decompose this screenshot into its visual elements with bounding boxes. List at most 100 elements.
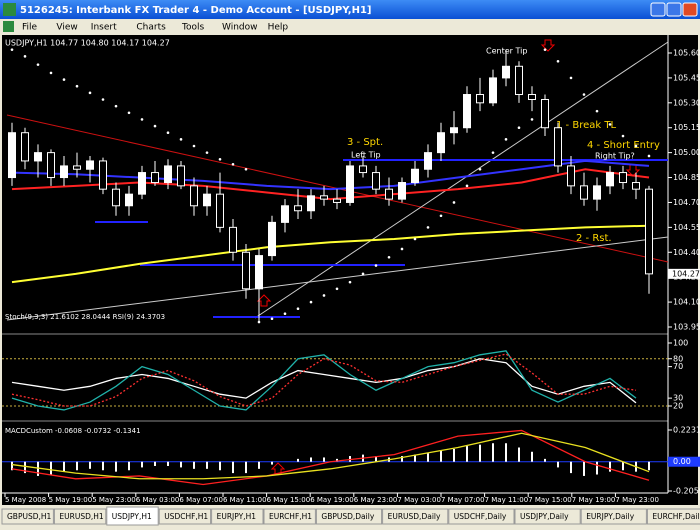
candle-body	[190, 185, 198, 207]
time-label: 5 May 23:00	[92, 496, 136, 504]
close-button[interactable]	[682, 2, 698, 17]
sar-dot	[478, 167, 482, 171]
up-arrow	[256, 294, 272, 307]
macd-label: MACDCustom -0.0608 -0.0732 -0.1341	[5, 427, 141, 435]
tab[interactable]	[53, 508, 107, 525]
minimize-button[interactable]	[650, 2, 666, 17]
main-pane	[6, 41, 669, 321]
maximize-button[interactable]	[666, 2, 682, 17]
candle-body	[424, 152, 432, 170]
sar-dot	[75, 84, 79, 88]
menu-bar	[0, 19, 700, 34]
candle-body	[216, 193, 224, 228]
candle-body	[645, 188, 653, 275]
sar-dot	[192, 144, 196, 148]
time-label: 7 May 15:00	[528, 496, 572, 504]
tab[interactable]	[158, 508, 212, 525]
tab-label: USDJPY,H1	[112, 512, 152, 521]
time-label: 7 May 07:00	[441, 496, 485, 504]
macd-bar	[375, 456, 377, 462]
macd-bar	[63, 461, 65, 472]
stoch-tick-label: 30	[673, 394, 683, 403]
time-label: 7 May 19:00	[572, 496, 616, 504]
macd-bar	[505, 443, 507, 462]
tab[interactable]	[1, 508, 54, 525]
menu-item[interactable]: Window	[222, 23, 258, 33]
tab[interactable]	[382, 508, 449, 525]
candle-body	[411, 168, 419, 184]
macd-bar	[206, 461, 208, 469]
macd-bar	[557, 461, 559, 468]
title-bar	[0, 0, 700, 19]
sar-dot	[23, 55, 27, 58]
tab[interactable]	[646, 508, 700, 525]
sar-dot	[309, 300, 313, 304]
sar-dot	[36, 63, 40, 66]
sar-dot	[543, 48, 547, 51]
moving-average	[11, 224, 650, 284]
macd-bar	[583, 461, 585, 476]
candle-body	[73, 165, 81, 170]
macd-bar	[297, 458, 299, 462]
moving-average	[11, 168, 650, 201]
price-tick-label: 105.60	[673, 49, 700, 58]
price-tick-label: 104.10	[673, 298, 700, 307]
time-label: 5 May 19:00	[49, 496, 93, 504]
tab[interactable]	[106, 506, 159, 526]
sar-dot	[361, 272, 365, 276]
macd-bar	[401, 456, 403, 462]
sar-dot	[595, 109, 599, 113]
menu-item[interactable]: Help	[268, 23, 289, 33]
sar-dot	[374, 264, 378, 267]
menu-item[interactable]: Tools	[181, 23, 204, 33]
macd-bar	[128, 461, 130, 471]
price-tick-label: 105.00	[673, 148, 700, 157]
candle-body	[177, 165, 185, 187]
menu-item[interactable]: File	[22, 23, 38, 33]
candle-body	[60, 165, 68, 179]
menu-item[interactable]: Insert	[91, 23, 117, 33]
sar-dot	[101, 98, 105, 101]
tab[interactable]	[580, 508, 647, 525]
candle-body	[385, 188, 393, 200]
stoch-tick-label: 100	[673, 339, 688, 348]
tab[interactable]	[448, 508, 515, 525]
candle-body	[242, 251, 250, 290]
menu-item[interactable]: Charts	[136, 23, 166, 33]
tab[interactable]	[514, 508, 581, 525]
price-tick-label: 105.45	[673, 73, 700, 82]
rsi-line	[11, 358, 637, 404]
sar-dot	[153, 124, 157, 128]
tab[interactable]	[211, 508, 264, 525]
candle-body	[398, 182, 406, 200]
macd-bar	[154, 461, 156, 466]
sar-dot	[608, 123, 612, 126]
candle-body	[164, 165, 172, 184]
macd-bar	[115, 461, 117, 472]
macd-bar	[323, 457, 325, 462]
app-icon	[3, 3, 16, 16]
candle-body	[8, 132, 16, 179]
annotation: 4 - Short Entry	[587, 140, 660, 151]
macd-bar	[648, 461, 650, 471]
stoch-main-line	[11, 350, 637, 411]
sar-dot	[530, 118, 534, 121]
sar-dot	[491, 151, 495, 154]
candle-body	[229, 226, 237, 253]
tab[interactable]	[263, 508, 316, 525]
sar-dot	[413, 237, 417, 241]
macd-bar	[596, 461, 598, 475]
macd-bar	[76, 461, 78, 471]
annotation: Center Tip	[486, 47, 527, 56]
menu-item[interactable]: View	[56, 23, 77, 33]
candle-body	[632, 182, 640, 190]
sar-dot	[244, 167, 248, 171]
tab-label: EURCHF,H1	[269, 512, 312, 521]
tab-label: EURJPY,Daily	[586, 512, 635, 521]
sar-dot	[218, 157, 222, 161]
tab[interactable]	[315, 508, 383, 525]
candle-body	[47, 152, 55, 179]
price-tick-label: 105.15	[673, 123, 700, 132]
sar-dot	[452, 201, 456, 204]
macd-bar	[89, 461, 91, 469]
